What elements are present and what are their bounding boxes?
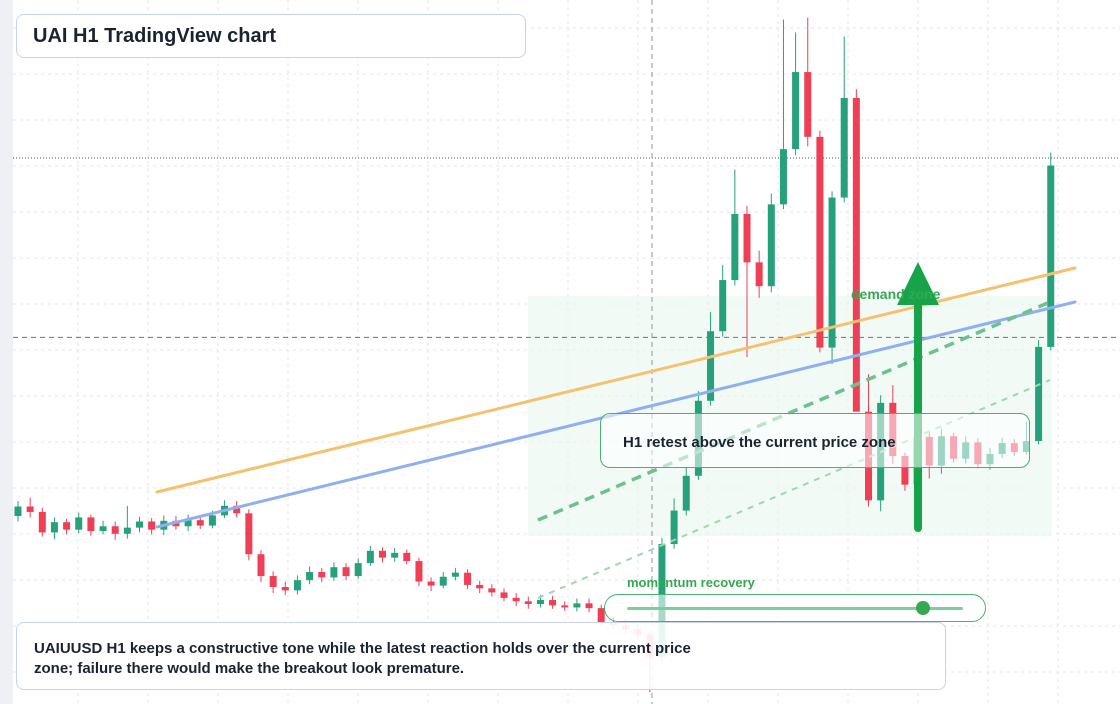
candle-up (366, 550, 374, 564)
candle-up (792, 72, 800, 150)
candle-up (50, 522, 58, 533)
candle-down (415, 561, 423, 582)
candle-down (379, 550, 386, 558)
candle-down (257, 554, 265, 577)
candle-down (597, 608, 605, 623)
candle-up (573, 603, 581, 608)
candle-down (111, 526, 119, 534)
candle-up (136, 521, 143, 528)
candle-up (391, 552, 399, 558)
retest-callout: H1 retest above the current price zone (600, 413, 1030, 468)
candle-down (464, 572, 472, 585)
candle-up (767, 204, 775, 287)
candle-down (488, 588, 496, 593)
candle-down (549, 599, 557, 606)
candle-down (901, 456, 909, 485)
green-lower-dashed-line (537, 379, 1051, 599)
demand-zone-label: demand zone (851, 286, 941, 302)
green-support-dashed-line (537, 300, 1051, 522)
candle-up (719, 280, 727, 332)
left-scale-strip (0, 0, 13, 704)
candle-up (293, 580, 301, 591)
candle-up (75, 517, 83, 530)
candle-up (99, 526, 107, 532)
candle-down (755, 262, 763, 287)
candle-down (804, 72, 812, 137)
candle-up (1047, 165, 1055, 347)
candle-up (828, 197, 836, 348)
candle-up (14, 506, 22, 517)
candle-down (524, 601, 532, 605)
candle-down (63, 522, 71, 530)
candle-up (536, 599, 544, 605)
candle-up (306, 571, 314, 581)
candle-up (707, 331, 715, 401)
candle-up (439, 576, 447, 586)
candle-down (585, 603, 593, 609)
candle-up (731, 213, 739, 281)
candle-down (342, 567, 350, 577)
candle-down (512, 597, 520, 602)
candle-down (403, 552, 411, 562)
candle-down (500, 592, 508, 598)
candle-up (123, 527, 131, 534)
candle-up (208, 515, 216, 526)
candle-down (196, 520, 204, 526)
candle-up (184, 520, 192, 527)
candle-up (354, 563, 362, 577)
retest-label: H1 retest above the current price zone (623, 434, 896, 451)
candle-up (451, 572, 459, 577)
analysis-note: UAIUUSD H1 keeps a constructive tone whi… (34, 640, 691, 677)
chart-title-card: UAI H1 TradingView chart (16, 14, 526, 58)
candle-up (779, 149, 787, 205)
candle-down (245, 513, 253, 555)
candle-down (281, 586, 289, 591)
candle-down (476, 584, 484, 589)
candle-down (852, 97, 860, 412)
candle-down (148, 521, 156, 530)
candle-down (427, 581, 435, 586)
analysis-note-card: UAIUUSD H1 keeps a constructive tone whi… (16, 622, 946, 690)
candle-up (840, 97, 848, 198)
candle-down (318, 571, 326, 578)
candle-down (87, 517, 95, 532)
candle-down (269, 576, 277, 587)
momentum-label: momentum recovery (627, 575, 755, 590)
candle-up (682, 475, 690, 511)
momentum-indicator (604, 594, 986, 622)
candle-down (26, 506, 34, 512)
candle-down (561, 605, 569, 608)
candle-up (670, 510, 678, 545)
candle-down (816, 136, 824, 348)
momentum-track (627, 607, 963, 610)
candle-down (233, 505, 241, 514)
chart-title: UAI H1 TradingView chart (33, 25, 277, 47)
candle-down (38, 511, 46, 533)
demand-arrow-head (897, 262, 939, 305)
candle-up (1035, 346, 1043, 442)
candle-down (743, 213, 751, 263)
candle-up (330, 567, 338, 578)
momentum-knob[interactable] (915, 601, 930, 615)
